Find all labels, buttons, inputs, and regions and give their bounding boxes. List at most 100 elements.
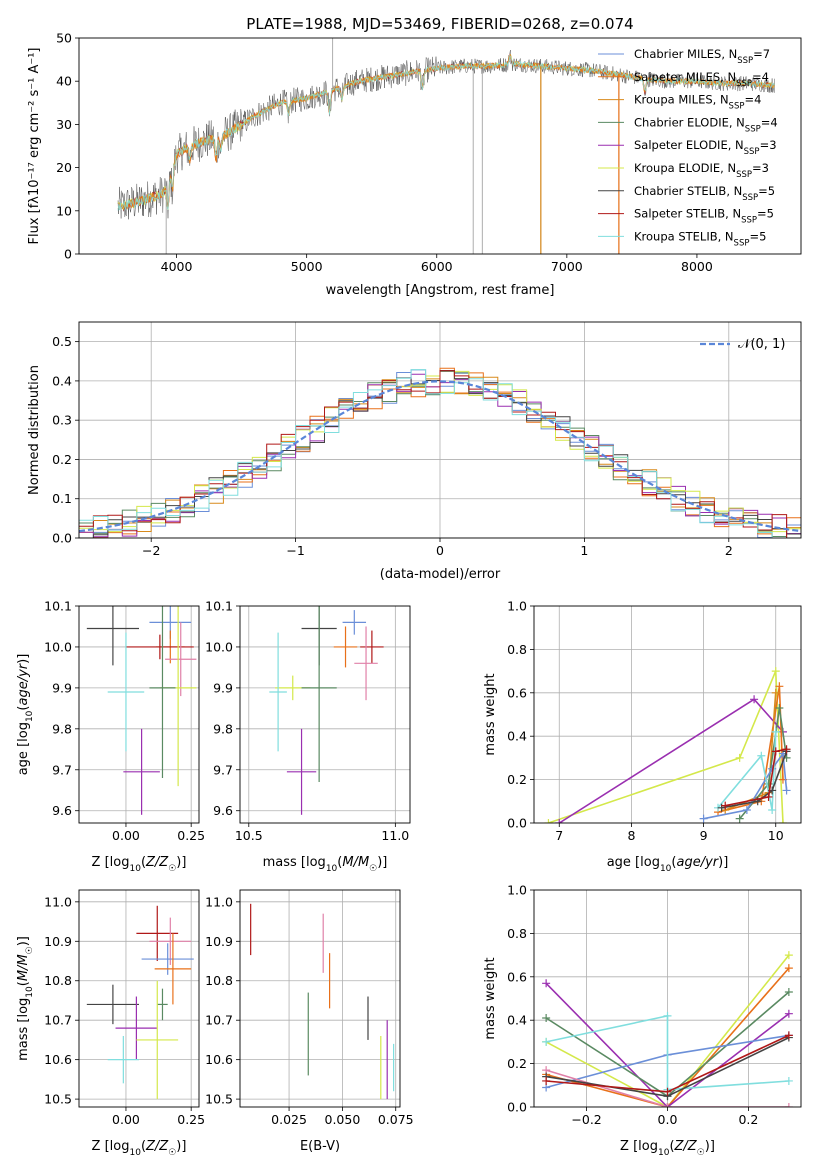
legend-sub: SSP (736, 170, 752, 180)
legend-sub: SSP (737, 56, 753, 66)
label-part: age [log (607, 855, 660, 870)
weight-point-marker (784, 1031, 793, 1040)
gaussian-curve (79, 380, 801, 533)
y-tick-label: 10.9 (44, 934, 72, 949)
weight-point-marker (735, 814, 744, 823)
residuals-chart: −2 −1 0 1 2 0.0 0.1 0.2 0.3 0.4 0.5 𝒩(0, 1) (data-mo… (27, 321, 802, 582)
x-tick-label: 7000 (551, 259, 583, 274)
plot-area (79, 606, 199, 823)
x-tick-label: 0.00 (112, 1112, 140, 1127)
weight-point-marker (544, 819, 553, 823)
y-tick-label: 9.7 (213, 762, 233, 777)
legend-text: =5 (758, 184, 775, 198)
weight-point-marker (757, 751, 766, 760)
label-part: M/M (16, 954, 31, 981)
weight-series-line (725, 748, 787, 807)
weight-point-marker (771, 688, 780, 697)
label-part: )] (16, 654, 31, 664)
y-axis-label: age [log10(age/yr)] (16, 654, 35, 776)
weight-series-line (545, 982, 790, 1107)
legend-text: Chabrier STELIB, N (634, 184, 742, 198)
label-part: )] (705, 1139, 715, 1154)
label-part: ( (337, 855, 342, 870)
weight-point-marker (782, 786, 791, 795)
axes-frame (239, 605, 411, 824)
weight-point-marker (721, 801, 730, 810)
chart-title: PLATE=1988, MJD=53469, FIBERID=0268, z=0… (246, 15, 633, 33)
weight-series-line (721, 751, 788, 809)
y-tick-label: 11.0 (44, 894, 72, 909)
y-tick-label: 0 (64, 247, 72, 262)
x-tick-label: 8000 (681, 259, 713, 274)
axes-frame (533, 889, 802, 1108)
y-tick-label: 0.4 (507, 729, 527, 744)
label-part: ☉ (168, 864, 176, 874)
weight-point-marker (784, 951, 793, 960)
model-spectrum-line (117, 54, 775, 211)
histogram-series (79, 370, 801, 538)
plot-area (240, 606, 410, 823)
weight-point-marker (784, 1009, 793, 1018)
legend-label: Salpeter MILES, NSSP=4 (634, 70, 769, 89)
x-tick-label: 0.25 (177, 1112, 205, 1127)
label-part: mass [log (263, 855, 326, 870)
y-tick-label: 0.4 (52, 373, 72, 388)
x-axis-label: Z [log10(Z/Z☉)] (92, 1139, 187, 1158)
weight-point-marker (699, 814, 708, 823)
weight-point-marker (775, 703, 784, 712)
x-tick-label: 0.25 (177, 828, 205, 843)
age-vs-mass-chart: 10.5 11.0 9.6 9.7 9.8 9.9 10.0 10.1 mass [log10(… (205, 599, 411, 874)
label-part: Z/Z (145, 1139, 169, 1154)
weight-point-marker (764, 792, 773, 801)
weight-vs-age-chart: 7 8 9 10 0.0 0.2 0.4 0.6 0.8 1.0 mass weight age [l… (483, 599, 802, 874)
legend-text: =3 (760, 138, 777, 152)
weight-point-marker (542, 1014, 551, 1023)
weight-series-line (545, 954, 790, 1107)
legend-sub: SSP (729, 102, 745, 112)
legend-text: Salpeter STELIB, N (634, 207, 741, 221)
label-part: Z [log (620, 1139, 658, 1154)
x-axis-label: E(B-V) (300, 1139, 340, 1154)
y-tick-label: 10 (56, 203, 72, 218)
y-tick-label: 9.6 (52, 803, 72, 818)
y-tick-label: 1.0 (507, 599, 527, 614)
weight-point-marker (663, 1087, 672, 1096)
legend-text: =4 (752, 70, 769, 84)
y-tick-label: 10.1 (44, 599, 72, 614)
weight-point-marker (784, 1103, 793, 1107)
y-tick-label: 9.6 (213, 803, 233, 818)
x-axis-label: mass [log10(M/M☉)] (263, 855, 388, 874)
x-axis-label: age [log10(age/yr)] (607, 855, 729, 874)
legend-sub: SSP (742, 193, 758, 203)
label-part: )] (718, 855, 728, 870)
legend-text: =5 (749, 229, 766, 243)
legend-text: Kroupa MILES, N (634, 93, 729, 107)
legend-label: Chabrier ELODIE, NSSP=4 (634, 115, 778, 134)
label-part: ☉ (369, 864, 377, 874)
weight-point-marker (778, 819, 787, 823)
weight-series-line (717, 686, 784, 813)
y-tick-label: 10.8 (205, 973, 233, 988)
x-tick-label: 0.0 (658, 1112, 678, 1127)
plot-area (534, 890, 801, 1107)
weight-point-marker (542, 1076, 551, 1085)
weight-series-line (548, 670, 784, 823)
y-tick-label: 10.0 (44, 639, 72, 654)
legend-text: =3 (752, 161, 769, 175)
y-tick-label: 0.8 (507, 642, 527, 657)
label-part: )] (176, 855, 186, 870)
legend-sub: SSP (736, 79, 752, 89)
x-tick-label: 0 (436, 543, 444, 558)
y-tick-label: 9.7 (52, 762, 72, 777)
label-part: ☉ (25, 946, 35, 954)
y-tick-label: 0.4 (507, 1013, 527, 1028)
label-part: ( (669, 1139, 674, 1154)
x-tick-label: 5000 (291, 259, 323, 274)
y-tick-label: 0.2 (52, 452, 72, 467)
label-part: age [log (16, 722, 31, 775)
x-tick-label: 9 (700, 828, 708, 843)
y-tick-label: 10.8 (44, 973, 72, 988)
legend-sub: SSP (734, 238, 750, 248)
